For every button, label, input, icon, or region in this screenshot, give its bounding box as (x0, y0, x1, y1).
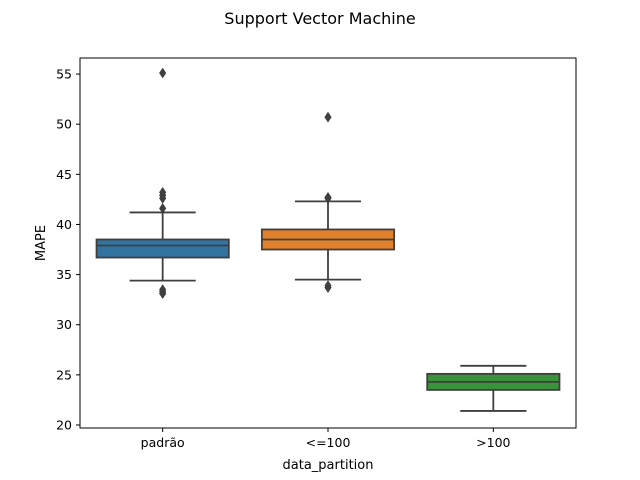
plot-area (95, 67, 561, 412)
y-tick-label: 55 (56, 67, 72, 82)
y-tick-label: 25 (56, 367, 72, 382)
box-body (95, 238, 230, 259)
box-group (426, 364, 561, 412)
x-tick-label: <=100 (306, 435, 351, 450)
y-tick-label: 20 (56, 417, 72, 432)
y-tick-label: 40 (56, 217, 72, 232)
outlier-point (324, 111, 332, 123)
x-axis-label: data_partition (283, 458, 374, 473)
x-tick-label: >100 (476, 435, 510, 450)
outlier-point (159, 288, 167, 300)
x-tick-label: padrão (141, 435, 185, 450)
box-group (260, 111, 396, 294)
y-tick-label: 50 (56, 117, 72, 132)
y-axis: 20 25 30 35 40 45 50 55 (56, 67, 80, 432)
y-axis-label: MAPE (34, 225, 49, 261)
y-tick-label: 35 (56, 267, 72, 282)
box-group (95, 67, 230, 300)
chart-title: Support Vector Machine (224, 9, 415, 28)
outlier-point (324, 282, 332, 294)
outlier-point (159, 67, 167, 79)
outlier-point (324, 192, 332, 204)
y-tick-label: 30 (56, 317, 72, 332)
x-axis: padrão <=100 >100 (141, 428, 511, 450)
outlier-point (159, 202, 167, 214)
y-tick-label: 45 (56, 167, 72, 182)
